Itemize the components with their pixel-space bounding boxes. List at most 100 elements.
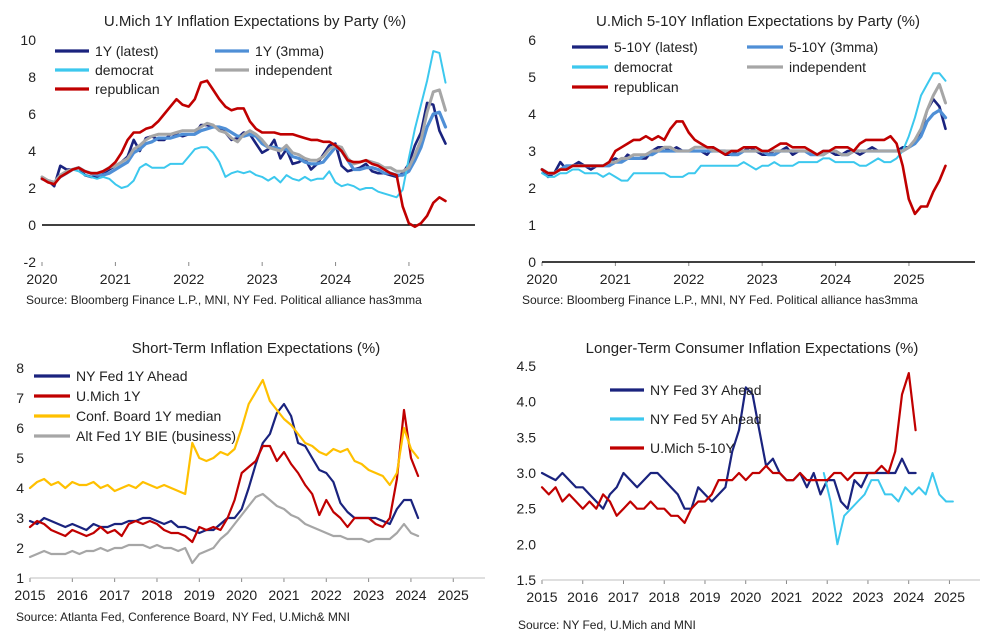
legend-label: Conf. Board 1Y median bbox=[76, 408, 221, 424]
x-tick-label: 2025 bbox=[893, 271, 924, 287]
series-line-u-mich-5-10y bbox=[540, 371, 917, 524]
x-tick-label: 2024 bbox=[820, 271, 851, 287]
series-line-conf-board-1y-median bbox=[28, 378, 420, 496]
x-tick-label: 2018 bbox=[141, 587, 172, 603]
series-line-democrat bbox=[541, 72, 947, 182]
legend-label: 1Y (3mma) bbox=[255, 43, 324, 59]
x-tick-label: 2023 bbox=[353, 587, 384, 603]
x-tick-label: 2020 bbox=[26, 271, 57, 287]
series-line-ny-fed-1y-ahead bbox=[28, 402, 420, 535]
y-tick-label: 2.0 bbox=[517, 536, 537, 552]
y-tick-label: 1 bbox=[528, 217, 536, 233]
y-tick-label: 6 bbox=[16, 420, 24, 436]
y-tick-label: 5 bbox=[16, 450, 24, 466]
y-tick-label: 6 bbox=[528, 32, 536, 48]
series-line-1y-latest- bbox=[40, 101, 447, 188]
x-tick-label: 2017 bbox=[608, 589, 639, 605]
y-tick-label: 6 bbox=[28, 106, 36, 122]
chart-source: Source: Atlanta Fed, Conference Board, N… bbox=[16, 610, 350, 624]
series-line-republican bbox=[540, 120, 947, 216]
x-tick-label: 2016 bbox=[567, 589, 598, 605]
x-tick-label: 2025 bbox=[438, 587, 469, 603]
y-tick-label: 2.5 bbox=[517, 501, 537, 517]
y-tick-label: 1.5 bbox=[517, 572, 537, 588]
x-tick-label: 2021 bbox=[771, 589, 802, 605]
legend-label: U.Mich 5-10Y bbox=[650, 440, 735, 456]
x-tick-label: 2017 bbox=[99, 587, 130, 603]
x-tick-label: 2015 bbox=[526, 589, 557, 605]
x-tick-label: 2023 bbox=[852, 589, 883, 605]
y-tick-label: 4 bbox=[528, 106, 536, 122]
y-tick-label: 3 bbox=[16, 510, 24, 526]
chart-source: Source: NY Fed, U.Mich and MNI bbox=[518, 618, 696, 632]
legend-label: Alt Fed 1Y BIE (business) bbox=[76, 428, 236, 444]
y-tick-label: -2 bbox=[24, 254, 37, 270]
legend-label: 5-10Y (latest) bbox=[614, 39, 698, 55]
legend-label: republican bbox=[614, 79, 679, 95]
legend-label: 5-10Y (3mma) bbox=[789, 39, 878, 55]
x-tick-label: 2020 bbox=[526, 271, 557, 287]
chart-title: Longer-Term Consumer Inflation Expectati… bbox=[586, 340, 919, 357]
chart-source: Source: Bloomberg Finance L.P., MNI, NY … bbox=[26, 293, 422, 307]
x-tick-label: 2024 bbox=[320, 271, 351, 287]
series-line-ny-fed-3y-ahead bbox=[540, 386, 917, 510]
y-tick-label: 4.0 bbox=[517, 394, 537, 410]
series-line-u-mich-1y bbox=[28, 408, 420, 544]
y-tick-label: 7 bbox=[16, 390, 24, 406]
y-tick-label: 3 bbox=[528, 143, 536, 159]
x-tick-label: 2015 bbox=[14, 587, 45, 603]
chart-panel-longer-term: 4.5 4.0 3.5 3.0 2.5 2.0 1.5 2015 2016 2017 2018 201… bbox=[500, 317, 1000, 634]
y-tick-label: 8 bbox=[16, 360, 24, 376]
y-tick-label: 3.5 bbox=[517, 429, 537, 445]
series-line-republican bbox=[40, 79, 447, 229]
x-tick-label: 2025 bbox=[393, 271, 424, 287]
x-tick-label: 2024 bbox=[893, 589, 924, 605]
y-tick-label: 2 bbox=[16, 540, 24, 556]
y-tick-label: 2 bbox=[28, 180, 36, 196]
y-tick-label: 1 bbox=[16, 570, 24, 586]
x-tick-label: 2022 bbox=[311, 587, 342, 603]
y-tick-label: 5 bbox=[528, 69, 536, 85]
x-tick-label: 2021 bbox=[268, 587, 299, 603]
chart-title: U.Mich 5-10Y Inflation Expectations by P… bbox=[596, 13, 920, 30]
legend-label: republican bbox=[95, 81, 160, 97]
x-tick-label: 2022 bbox=[673, 271, 704, 287]
x-tick-label: 2023 bbox=[247, 271, 278, 287]
y-tick-label: 3.0 bbox=[517, 465, 537, 481]
x-tick-label: 2022 bbox=[812, 589, 843, 605]
series-line-ny-fed-5y-ahead bbox=[822, 472, 954, 546]
y-tick-label: 0 bbox=[528, 254, 536, 270]
x-tick-label: 2020 bbox=[730, 589, 761, 605]
legend-label: independent bbox=[255, 62, 332, 78]
chart-panel-1y-party: 10 8 6 4 2 0 -2 2020 2021 2022 2023 2024 2025 1Y (lat… bbox=[0, 0, 500, 317]
series-line-democrat bbox=[41, 50, 447, 199]
x-tick-label: 2019 bbox=[184, 587, 215, 603]
legend-label: NY Fed 3Y Ahead bbox=[650, 382, 762, 398]
chart-title: Short-Term Inflation Expectations (%) bbox=[132, 340, 380, 357]
x-tick-label: 2021 bbox=[600, 271, 631, 287]
legend-label: U.Mich 1Y bbox=[76, 388, 141, 404]
legend-label: democrat bbox=[614, 59, 672, 75]
y-tick-label: 4 bbox=[28, 143, 36, 159]
x-tick-label: 2024 bbox=[395, 587, 426, 603]
y-tick-label: 2 bbox=[528, 180, 536, 196]
x-tick-label: 2021 bbox=[100, 271, 131, 287]
chart-panel-5-10y-party: 6 5 4 3 2 1 0 2020 2021 2022 2023 2024 2025 5-10Y (la… bbox=[500, 0, 1000, 317]
y-tick-label: 0 bbox=[28, 217, 36, 233]
x-tick-label: 2023 bbox=[747, 271, 778, 287]
series-line-independent bbox=[540, 82, 947, 175]
legend-label: democrat bbox=[95, 62, 153, 78]
chart-panel-short-term: 8 7 6 5 4 3 2 1 2015 2016 2017 2018 2019 2020 2021 2022… bbox=[0, 317, 500, 634]
legend-label: 1Y (latest) bbox=[95, 43, 159, 59]
y-tick-label: 10 bbox=[20, 32, 36, 48]
legend-label: independent bbox=[789, 59, 866, 75]
x-tick-label: 2016 bbox=[57, 587, 88, 603]
y-tick-label: 4 bbox=[16, 480, 24, 496]
x-tick-label: 2022 bbox=[173, 271, 204, 287]
series-line-alt-fed-1y-bie-business- bbox=[28, 492, 420, 565]
x-tick-label: 2019 bbox=[689, 589, 720, 605]
